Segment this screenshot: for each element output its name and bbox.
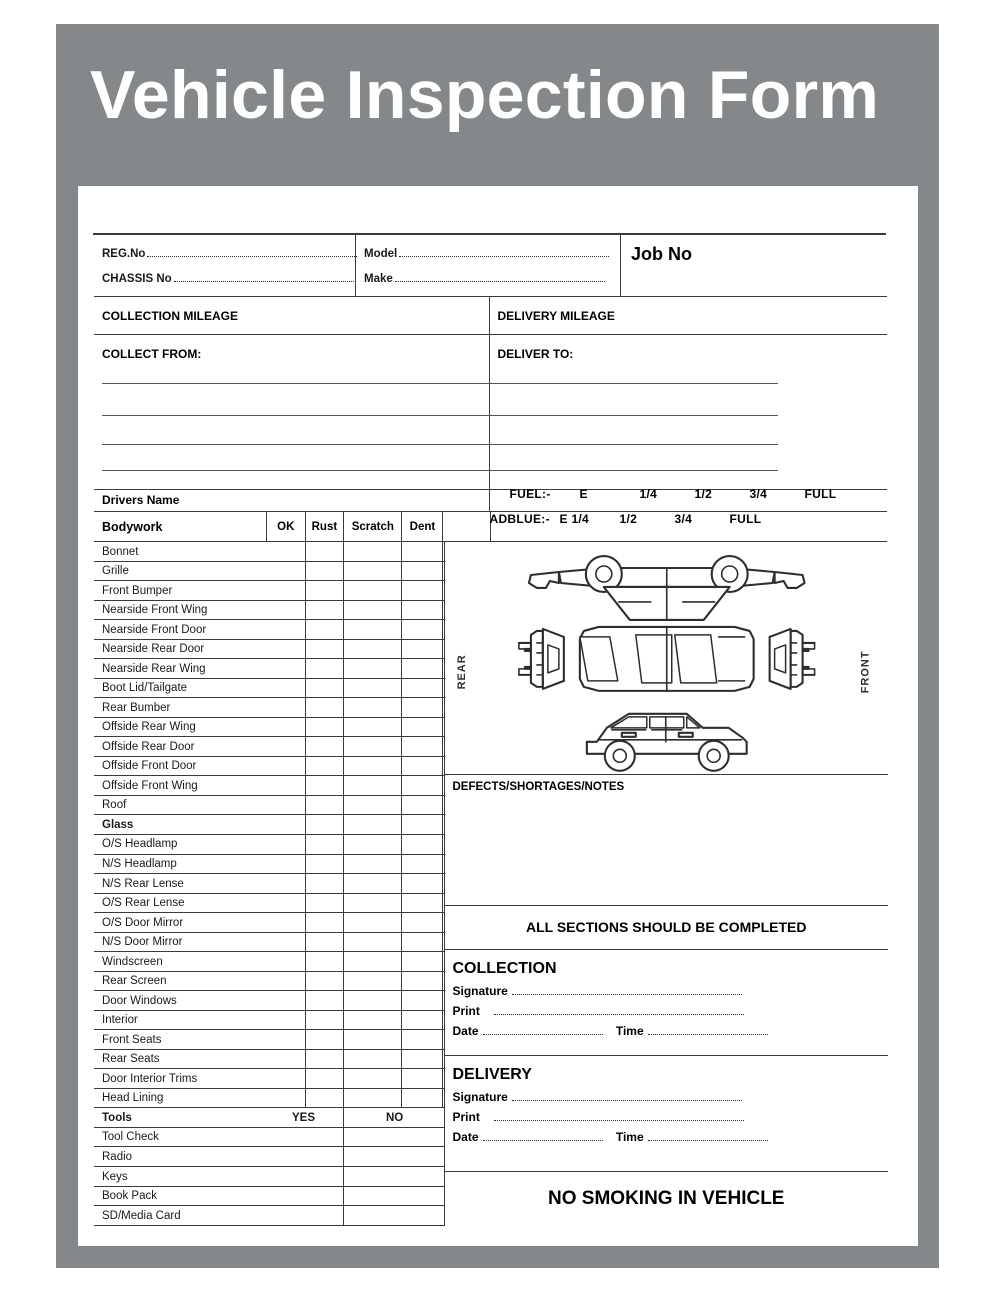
svg-text:REAR: REAR [455,654,467,689]
svg-text:FRONT: FRONT [859,650,871,693]
